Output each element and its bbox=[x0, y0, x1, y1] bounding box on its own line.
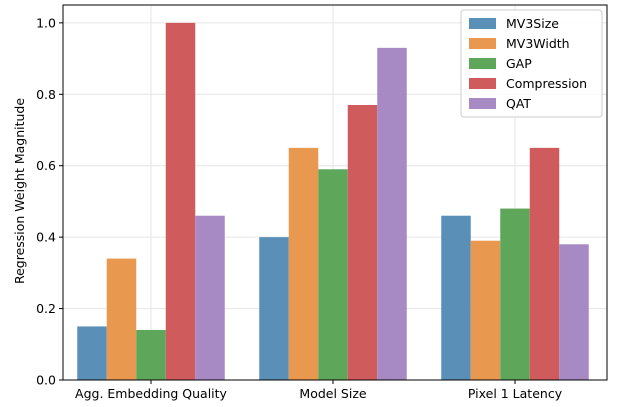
axes-layer: 0.0 0.2 0.4 0.6 0.8 1.0 Agg. Embedding Quality… bbox=[36, 4, 608, 401]
legend-box bbox=[460, 9, 603, 118]
x-tick-label: Agg. Embedding Quality bbox=[75, 386, 228, 401]
y-tick-label: 1.0 bbox=[36, 15, 56, 30]
legend-label: Compression bbox=[506, 76, 587, 91]
bar-mv3width-2 bbox=[470, 240, 501, 380]
legend-swatch bbox=[469, 58, 496, 69]
bar-qat-0 bbox=[195, 215, 225, 380]
bar-compression-1 bbox=[347, 105, 378, 380]
legend-swatch bbox=[469, 78, 496, 89]
bar-mv3size-0 bbox=[77, 326, 107, 380]
bar-qat-2 bbox=[559, 244, 589, 380]
x-tick-label: Model Size bbox=[299, 386, 366, 401]
legend: MV3Size MV3Width GAP Compression QAT bbox=[460, 9, 603, 118]
bar-mv3size-2 bbox=[441, 215, 471, 380]
y-tick-label: 0.2 bbox=[36, 301, 56, 316]
bar-gap-2 bbox=[500, 208, 530, 380]
bars-layer bbox=[77, 22, 589, 380]
legend-swatch bbox=[469, 18, 496, 29]
bar-compression-0 bbox=[165, 22, 196, 380]
legend-swatch bbox=[469, 98, 496, 109]
legend-label: MV3Width bbox=[506, 36, 570, 51]
y-tick-label: 0.6 bbox=[36, 158, 56, 173]
bar-mv3width-1 bbox=[288, 147, 319, 380]
y-axis-label: Regression Weight Magnitude bbox=[12, 98, 27, 284]
legend-swatch bbox=[469, 38, 496, 49]
bar-mv3width-0 bbox=[106, 258, 137, 380]
legend-label: MV3Size bbox=[506, 16, 559, 31]
bar-qat-1 bbox=[377, 47, 407, 380]
plot-frame bbox=[62, 4, 608, 381]
y-tick-label: 0.8 bbox=[36, 87, 56, 102]
grid-layer bbox=[63, 5, 607, 381]
legend-label: QAT bbox=[506, 96, 531, 111]
bar-gap-1 bbox=[318, 169, 348, 380]
bar-mv3size-1 bbox=[259, 237, 289, 380]
y-tick-label: 0.4 bbox=[36, 230, 56, 245]
bar-gap-0 bbox=[136, 330, 166, 380]
legend-label: GAP bbox=[506, 56, 532, 71]
x-tick-label: Pixel 1 Latency bbox=[468, 386, 563, 401]
bar-compression-2 bbox=[529, 147, 560, 380]
y-tick-label: 0.0 bbox=[36, 373, 56, 388]
